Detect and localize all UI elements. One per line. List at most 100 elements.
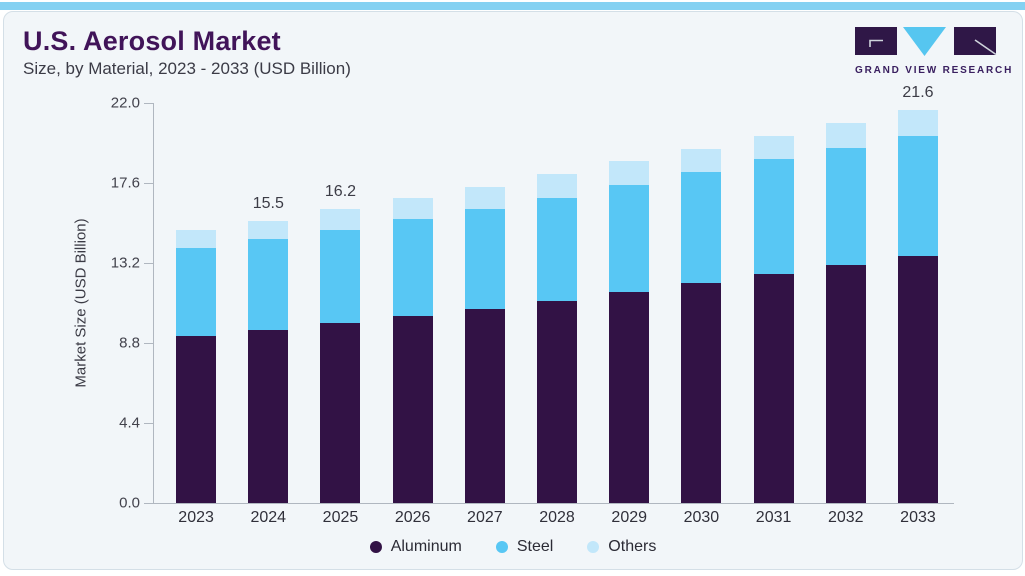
stacked-bar: [248, 221, 289, 503]
bar-segment-steel: [392, 219, 433, 316]
x-axis-label: 2023: [178, 509, 214, 526]
stacked-bar: [825, 122, 866, 503]
stacked-bar: [753, 135, 794, 503]
bar-group: 2032: [810, 103, 882, 526]
bar-segment-others: [609, 161, 650, 185]
bar-segment-aluminum: [464, 308, 505, 503]
bar-segment-aluminum: [392, 315, 433, 503]
y-axis-tick: [144, 503, 154, 504]
bar-segment-aluminum: [897, 255, 938, 503]
x-axis-label: 2027: [467, 509, 503, 526]
bar-group: 21.6 2033: [882, 84, 954, 526]
y-axis-tick: [144, 263, 154, 264]
y-tick-label: 13.2: [110, 254, 140, 272]
bar-segment-steel: [609, 184, 650, 293]
x-axis-label: 2032: [827, 509, 864, 526]
x-axis-label: 2028: [539, 509, 575, 526]
bar-group: 2029: [593, 103, 665, 526]
bar-segment-steel: [464, 208, 505, 309]
legend-item-aluminum: Aluminum: [369, 538, 462, 556]
bar-segment-steel: [248, 239, 289, 331]
x-axis-label: 2024: [250, 509, 287, 526]
y-axis-tick: [144, 103, 154, 104]
bar-segment-aluminum: [176, 335, 217, 503]
bar-segment-aluminum: [320, 323, 361, 503]
y-tick-label: 8.8: [119, 334, 140, 352]
bar-segment-aluminum: [248, 330, 289, 503]
stacked-bar: [609, 161, 650, 503]
bar-segment-aluminum: [825, 264, 866, 503]
legend-label: Steel: [516, 538, 554, 555]
brand-logo: GRAND VIEW RESEARCH: [855, 27, 1014, 76]
plot-area: 22.0 17.6 13.2 8.8 4.4 0.0 2023 15.5 2024 16.2 202…: [111, 84, 954, 526]
stacked-bar: [320, 208, 361, 503]
stacked-bar: [897, 110, 938, 503]
x-axis-label: 2025: [322, 509, 359, 526]
bar-value-label: 15.5: [252, 195, 284, 213]
brand-name: GRAND VIEW RESEARCH: [855, 65, 1014, 76]
bar-segment-others: [176, 230, 217, 249]
bar-group: 2028: [521, 103, 593, 526]
chart-card: U.S. Aerosol Market Size, by Material, 2…: [3, 11, 1023, 570]
chart-legend: Aluminum Steel Others: [4, 538, 1022, 556]
bars-container: 2023 15.5 2024 16.2 2025 2026 2027 2028 2029 2030…: [160, 84, 954, 526]
y-tick-label: 22.0: [110, 94, 140, 112]
y-axis-tick: [144, 183, 154, 184]
bar-group: 2030: [665, 103, 737, 526]
page-title: U.S. Aerosol Market: [23, 26, 281, 56]
bar-segment-others: [464, 186, 505, 209]
chart-subtitle: Size, by Material, 2023 - 2033 (USD Bill…: [23, 59, 351, 78]
bar-group: 16.2 2025: [304, 103, 376, 526]
y-axis-title: Market Size (USD Billion): [72, 218, 90, 388]
bar-segment-steel: [176, 248, 217, 336]
stacked-bar: [464, 186, 505, 503]
bar-segment-aluminum: [681, 283, 722, 503]
stacked-bar: [176, 230, 217, 503]
legend-dot: [495, 541, 508, 553]
y-tick-label: 17.6: [110, 174, 140, 192]
bar-segment-others: [681, 148, 722, 173]
legend-item-steel: Steel: [495, 538, 554, 556]
x-axis-label: 2026: [394, 509, 431, 526]
legend-label: Others: [608, 538, 657, 555]
bar-segment-steel: [753, 159, 794, 274]
gvr-logo-icon: [855, 27, 997, 56]
bar-segment-others: [392, 197, 433, 220]
bar-segment-steel: [537, 197, 578, 302]
legend-item-others: Others: [587, 538, 656, 556]
bar-segment-aluminum: [753, 273, 794, 503]
stacked-bar: [392, 197, 433, 503]
top-accent-bar: [0, 2, 1025, 10]
y-axis-tick: [144, 343, 154, 344]
legend-dot: [587, 541, 600, 553]
bar-segment-steel: [681, 172, 722, 283]
bar-segment-steel: [825, 148, 866, 265]
y-axis-tick: [144, 423, 154, 424]
bar-segment-aluminum: [537, 301, 578, 503]
x-axis-label: 2030: [683, 509, 720, 526]
bar-group: 2031: [738, 103, 810, 526]
bar-segment-steel: [320, 230, 361, 323]
legend-dot: [369, 541, 382, 553]
bar-segment-aluminum: [609, 292, 650, 503]
bar-group: 2027: [449, 103, 521, 526]
bar-segment-others: [825, 122, 866, 149]
bar-segment-steel: [897, 135, 938, 256]
legend-label: Aluminum: [390, 538, 462, 555]
bar-group: 15.5 2024: [232, 103, 304, 526]
stacked-bar: [681, 148, 722, 503]
bar-segment-others: [537, 174, 578, 198]
bar-group: 2023: [160, 103, 232, 526]
bar-segment-others: [753, 135, 794, 160]
x-axis-label: 2033: [900, 509, 936, 526]
y-tick-label: 0.0: [119, 494, 140, 512]
stacked-bar: [537, 174, 578, 503]
x-axis-label: 2031: [755, 509, 792, 526]
y-tick-label: 4.4: [119, 414, 140, 432]
bar-segment-others: [320, 208, 361, 231]
bar-value-label: 16.2: [324, 182, 357, 200]
x-axis-label: 2029: [611, 509, 648, 526]
bar-segment-others: [248, 221, 289, 240]
bar-segment-others: [897, 110, 938, 136]
bar-group: 2026: [377, 103, 449, 526]
